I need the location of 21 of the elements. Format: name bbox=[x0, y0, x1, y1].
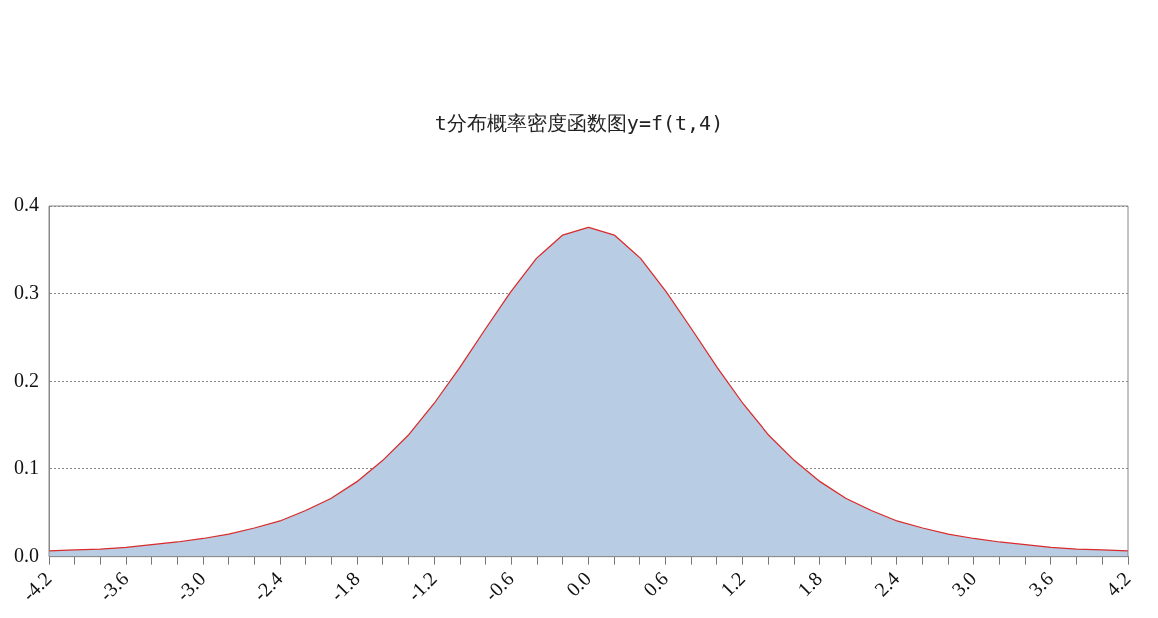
y-tick-label: 0.4 bbox=[14, 193, 39, 216]
x-tick-label: -4.2 bbox=[17, 567, 56, 606]
x-tick-label: 0.6 bbox=[638, 567, 673, 601]
x-tick-label: -0.6 bbox=[480, 567, 518, 606]
x-tick-label: 0.0 bbox=[561, 567, 596, 601]
chart-title: t分布概率密度函数图y=f(t,4) bbox=[433, 110, 725, 137]
x-tick-label: -3.6 bbox=[94, 567, 133, 606]
x-tick-label: -2.4 bbox=[248, 567, 287, 606]
y-tick-label: 0.3 bbox=[14, 280, 39, 303]
x-tick-label: 1.2 bbox=[715, 567, 750, 601]
x-tick-label: -3.0 bbox=[171, 567, 210, 606]
y-tick-label: 0.1 bbox=[14, 456, 39, 479]
x-tick-label: 3.6 bbox=[1024, 567, 1058, 601]
x-tick-label: 1.8 bbox=[793, 567, 827, 601]
x-tick-label: -1.8 bbox=[325, 567, 364, 606]
x-tick-label: 3.0 bbox=[947, 567, 981, 601]
y-tick-label: 0.0 bbox=[14, 543, 39, 566]
x-tick-label: 2.4 bbox=[870, 567, 904, 601]
y-tick-label: 0.2 bbox=[14, 368, 39, 391]
x-tick-label: 4.2 bbox=[1101, 567, 1135, 601]
x-tick-label: -1.2 bbox=[402, 567, 441, 606]
